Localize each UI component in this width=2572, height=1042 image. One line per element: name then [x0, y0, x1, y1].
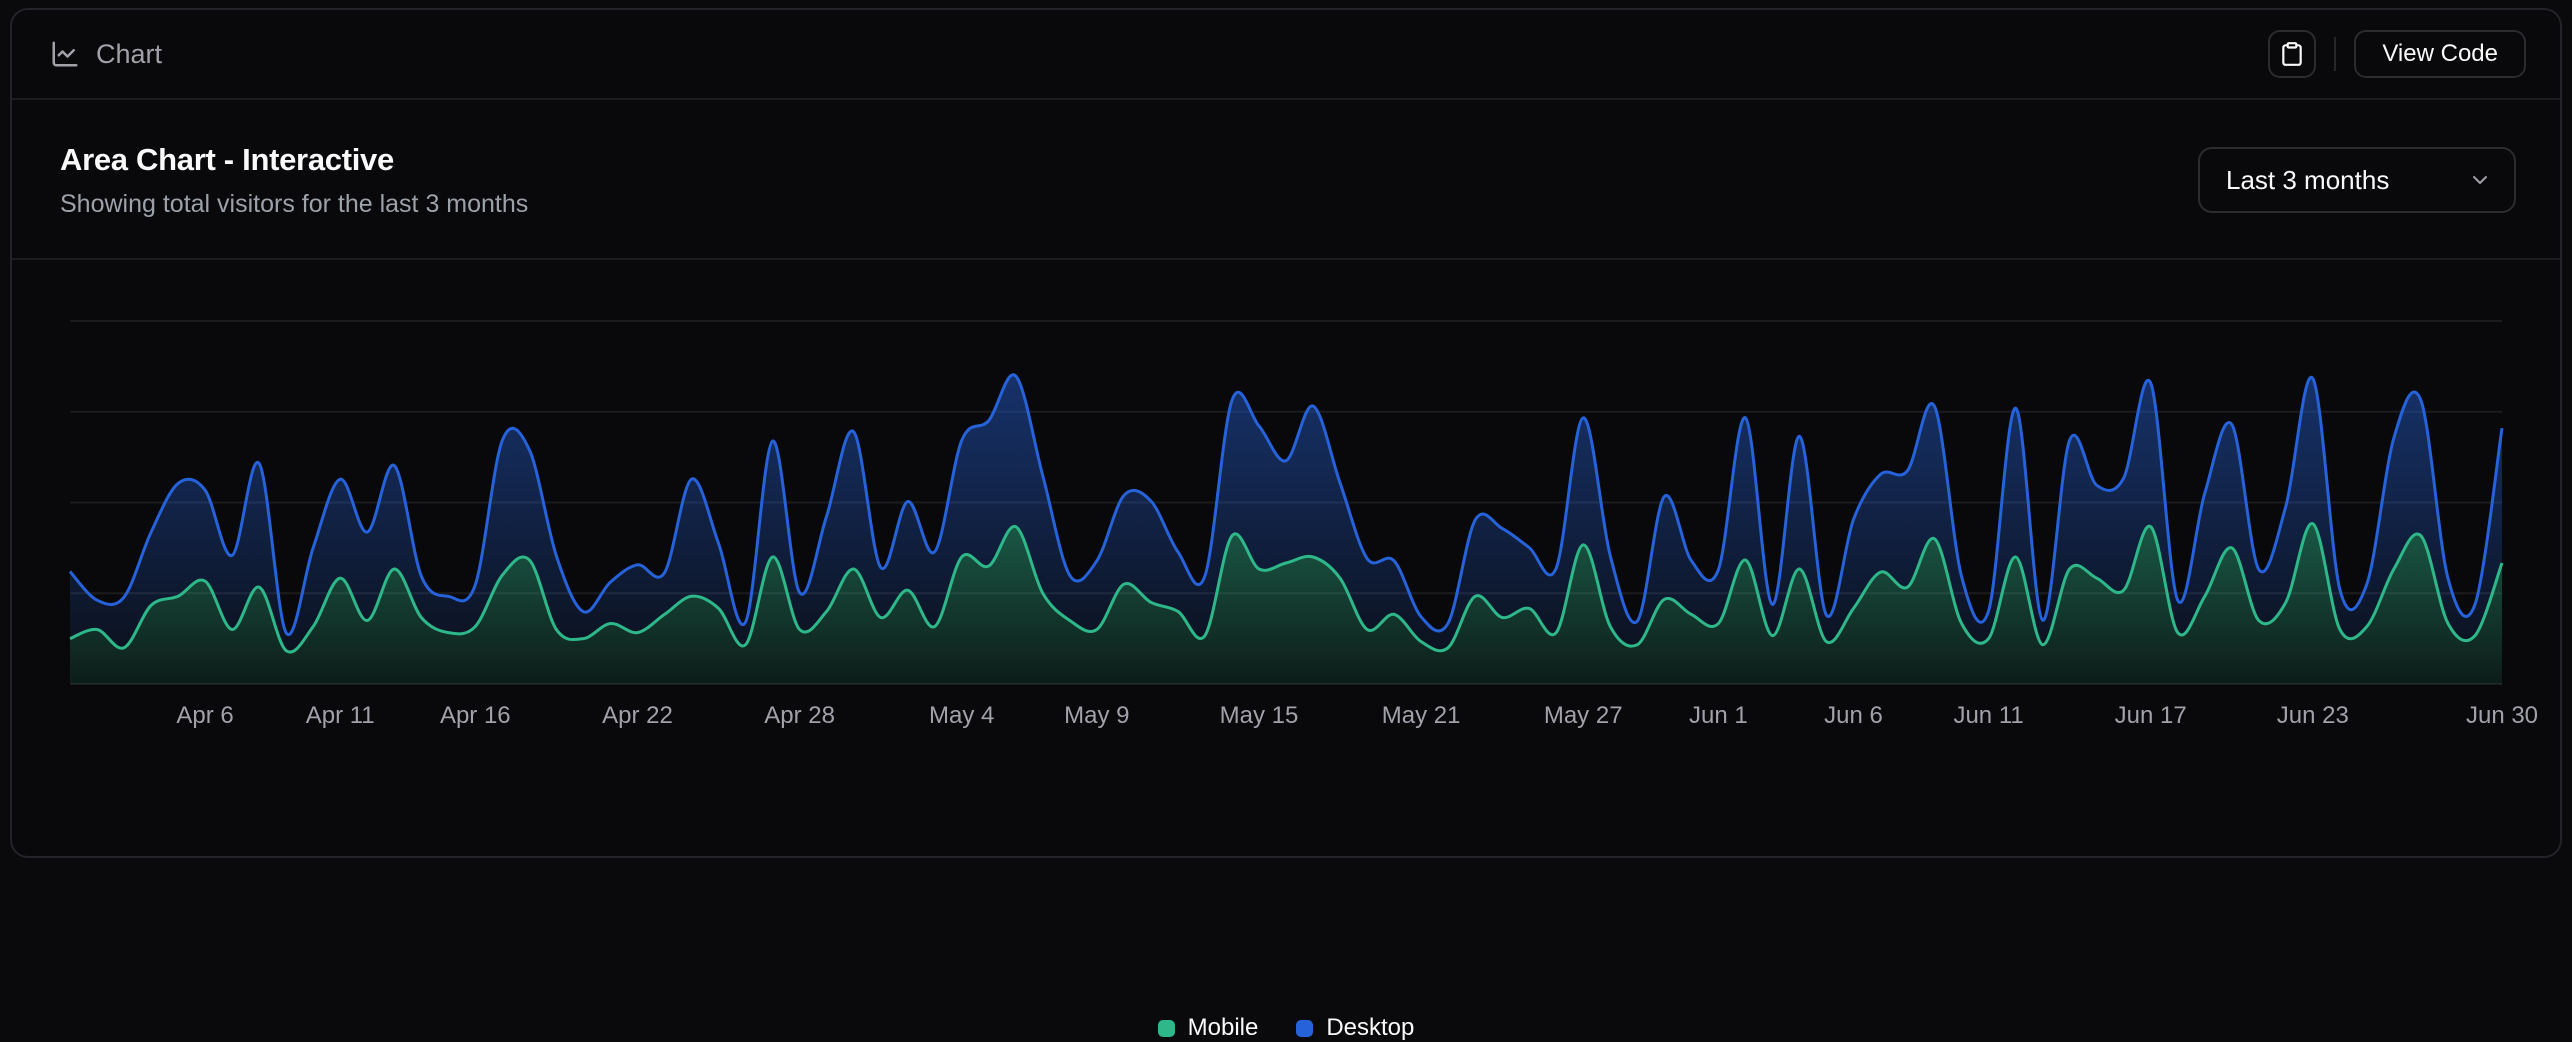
page-subtitle: Showing total visitors for the last 3 mo…: [60, 189, 529, 218]
x-axis-tick-label: Apr 28: [764, 702, 835, 729]
x-axis-tick-label: Apr 22: [602, 702, 673, 729]
x-axis-tick-label: May 15: [1220, 702, 1299, 729]
card-title-row: Area Chart - Interactive Showing total v…: [12, 102, 2560, 260]
x-axis-tick-label: Jun 6: [1824, 702, 1883, 729]
legend-item-mobile: Mobile: [1157, 1014, 1259, 1042]
x-axis-tick-label: Apr 16: [440, 702, 511, 729]
x-axis-tick-label: Jun 17: [2115, 702, 2187, 729]
legend-item-desktop: Desktop: [1296, 1014, 1414, 1042]
clipboard-icon: [2282, 42, 2303, 66]
chart-card: Chart View Code Area Chart - Interactive…: [10, 8, 2562, 1041]
legend-swatch-desktop: [1296, 1019, 1314, 1037]
chevron-down-icon: [2473, 176, 2487, 184]
chart-legend: Mobile Desktop: [12, 1014, 2560, 1042]
legend-label-mobile: Mobile: [1187, 1014, 1259, 1041]
desktop-line: [68, 373, 2504, 637]
time-range-value: Last 3 months: [2226, 164, 2390, 195]
header-divider: [2334, 37, 2337, 71]
mobile-line: [69, 522, 2504, 654]
copy-code-button[interactable]: [2268, 30, 2317, 78]
page-title: Area Chart - Interactive: [60, 141, 394, 177]
x-axis-tick-label: Apr 6: [176, 702, 233, 729]
x-axis-tick-label: Apr 11: [306, 702, 375, 729]
x-axis-tick-label: Jun 30: [2466, 702, 2538, 729]
area-chart[interactable]: Apr 6 Apr 11 Apr 16 Apr 22 Apr 28 May 4 May 9 M…: [12, 262, 2560, 856]
time-range-select[interactable]: Last 3 months: [2198, 147, 2516, 213]
title-column: Area Chart - Interactive Showing total v…: [60, 142, 528, 219]
mobile-area: [70, 523, 2502, 684]
card-header: Chart View Code: [12, 10, 2560, 100]
x-axis-tick-label: Jun 1: [1689, 702, 1748, 729]
x-axis-tick-label: Jun 11: [1953, 702, 2023, 729]
x-axis-tick-label: May 27: [1544, 702, 1623, 729]
chart-area: Apr 6 Apr 11 Apr 16 Apr 22 Apr 28 May 4 May 9 M…: [12, 262, 2560, 1041]
x-axis-tick-label: May 21: [1382, 702, 1461, 729]
desktop-area: [70, 374, 2502, 653]
header-left: Chart: [50, 39, 162, 70]
legend-label-desktop: Desktop: [1326, 1014, 1415, 1041]
legend-swatch-mobile: [1157, 1019, 1175, 1037]
view-code-button[interactable]: View Code: [2354, 30, 2526, 78]
header-title: Chart: [96, 38, 163, 69]
x-axis-tick-label: Jun 23: [2277, 702, 2349, 729]
chart-line-icon: [52, 41, 78, 67]
x-axis-tick-label: May 4: [929, 702, 994, 729]
x-axis-tick-label: May 9: [1064, 702, 1129, 729]
